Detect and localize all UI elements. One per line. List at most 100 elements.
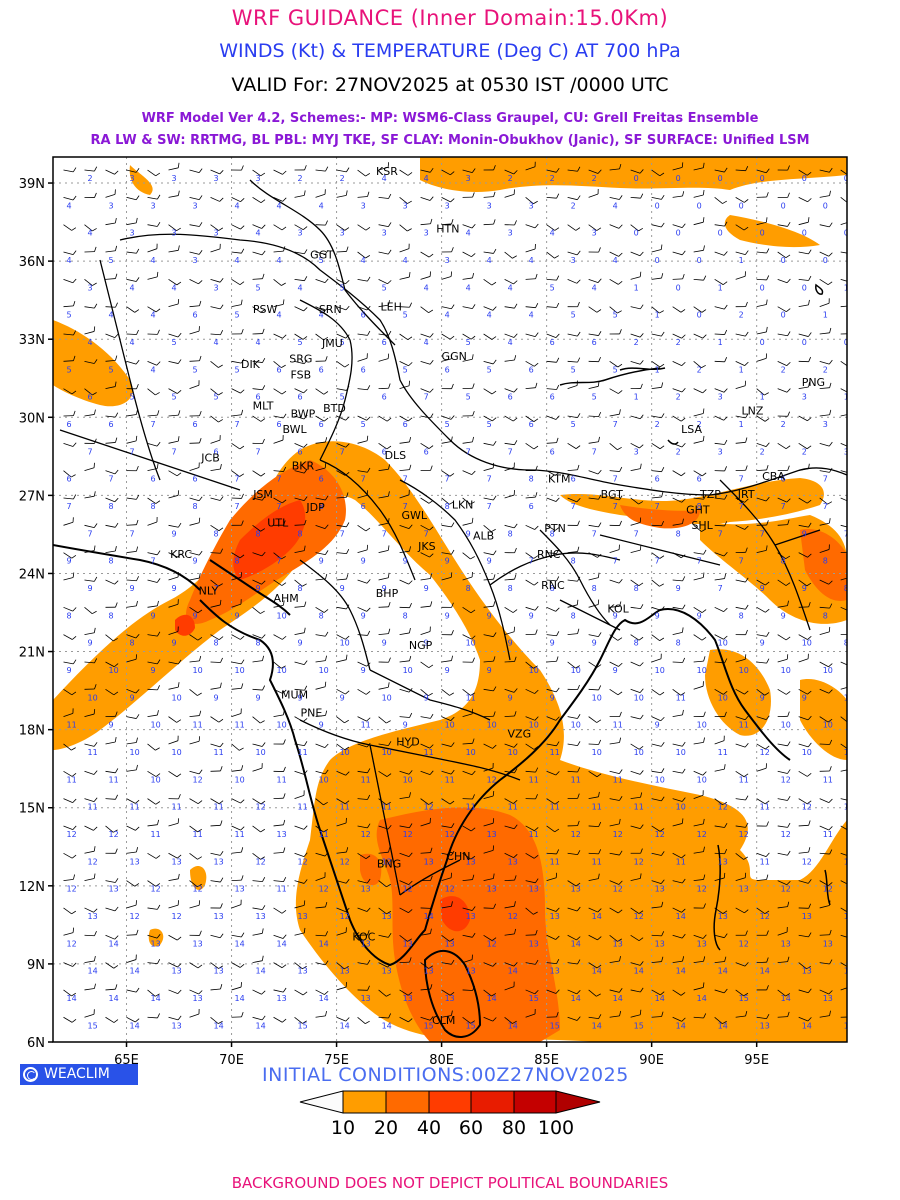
wind-barb <box>252 551 266 557</box>
wind-barb <box>483 219 496 226</box>
wind-speed-number: 13 <box>760 1021 770 1030</box>
wind-barb <box>273 388 287 395</box>
wind-barb <box>630 873 642 882</box>
wind-barb <box>357 630 371 636</box>
wind-barb: 11 <box>273 766 287 784</box>
wind-barb: 14 <box>693 982 707 1003</box>
wind-barb <box>840 251 847 254</box>
wind-barb <box>777 221 791 227</box>
wind-barb <box>588 494 602 500</box>
wind-barb: 4 <box>294 276 308 292</box>
wind-barb <box>168 490 180 499</box>
wind-barb <box>189 1008 200 1018</box>
wind-speed-number: 3 <box>340 229 345 238</box>
wind-speed-number: 4 <box>277 311 282 320</box>
wind-barb <box>105 381 117 390</box>
wind-barb <box>672 250 686 256</box>
wind-speed-number: 7 <box>424 529 429 538</box>
wind-barb <box>798 249 812 255</box>
wind-speed-number: 10 <box>844 748 854 757</box>
wind-barb <box>273 688 287 694</box>
wind-speed-number: 12 <box>802 857 812 866</box>
wind-barb: 14 <box>651 989 665 1003</box>
wind-speed-number: 7 <box>613 420 618 429</box>
wind-barb: 2 <box>693 361 706 374</box>
wind-barb <box>189 278 203 285</box>
wind-speed-number: 11 <box>235 830 245 839</box>
wind-barb: 9 <box>63 552 77 566</box>
wind-barb: 14 <box>840 1016 847 1030</box>
wind-barb <box>189 634 203 641</box>
wind-barb: 13 <box>210 851 224 866</box>
wind-barb <box>798 299 810 308</box>
wind-barb <box>210 820 223 827</box>
wind-barb <box>588 821 602 828</box>
wind-barb <box>210 361 223 368</box>
wind-barb: 13 <box>441 989 455 1003</box>
wind-barb: 10 <box>189 655 203 675</box>
wind-speed-number: 14 <box>151 994 161 1003</box>
wind-barb: 3 <box>147 194 161 210</box>
wind-speed-number: 11 <box>298 748 308 757</box>
wind-barb: 13 <box>168 962 182 976</box>
wind-barb <box>294 989 308 996</box>
wind-barb <box>735 907 749 914</box>
wind-speed-number: 13 <box>298 912 308 921</box>
wind-speed-number: 4 <box>277 201 282 210</box>
wind-barb: 0 <box>630 224 644 238</box>
wind-speed-number: 9 <box>109 721 114 730</box>
wind-speed-number: 14 <box>88 967 98 976</box>
wind-barb <box>189 962 203 969</box>
wind-speed-number: 5 <box>172 393 177 402</box>
wind-barb: 8 <box>315 606 329 620</box>
wind-barb <box>315 631 329 637</box>
wind-barb: 10 <box>504 743 518 757</box>
wind-barb: 13 <box>189 930 203 948</box>
wind-speed-number: 5 <box>193 365 198 374</box>
wind-speed-number: 9 <box>445 611 450 620</box>
station-label: HYD <box>396 735 419 748</box>
wind-barb <box>798 552 812 558</box>
wind-speed-number: 10 <box>319 775 329 784</box>
wind-barb <box>378 880 391 888</box>
wind-speed-number: 11 <box>739 775 749 784</box>
wind-speed-number: 12 <box>361 830 371 839</box>
wind-speed-number: 14 <box>592 1021 602 1030</box>
wind-barb: 7 <box>651 492 664 511</box>
wind-barb <box>420 360 434 365</box>
wind-barb: 2 <box>777 411 791 429</box>
wind-barb: 12 <box>504 901 518 921</box>
wind-barb <box>168 470 182 477</box>
wind-barb <box>168 873 180 882</box>
wind-barb: 12 <box>189 769 203 784</box>
wind-barb <box>546 872 558 882</box>
wind-barb: 14 <box>588 962 602 976</box>
wind-barb: 15 <box>294 1016 308 1030</box>
colorbar-bin-1 <box>342 1090 387 1114</box>
wind-barb <box>441 522 455 528</box>
wind-speed-number: 4 <box>508 283 513 292</box>
wind-speed-number: 6 <box>361 365 366 374</box>
wind-speed-number: 1 <box>823 311 828 320</box>
wind-barb <box>357 579 371 584</box>
wind-speed-number: 7 <box>592 447 597 456</box>
wind-barb: 2 <box>546 167 560 183</box>
wind-speed-number: 10 <box>235 775 245 784</box>
wind-barb <box>840 934 847 938</box>
wind-barb: 4 <box>504 278 518 292</box>
station-label: CHN <box>446 850 470 863</box>
wind-barb: 5 <box>357 415 371 429</box>
wind-barb <box>273 907 287 914</box>
wind-barb: 0 <box>777 306 791 320</box>
wind-speed-number: 8 <box>298 584 303 593</box>
wind-barb: 10 <box>588 685 602 702</box>
wind-barb: 13 <box>462 954 476 976</box>
wind-barb <box>273 847 286 854</box>
wind-barb: 14 <box>420 903 434 921</box>
wind-barb <box>819 626 831 636</box>
wind-barb: 11 <box>336 798 350 812</box>
wind-barb: 10 <box>378 682 392 702</box>
wind-speed-number: 10 <box>277 721 287 730</box>
wind-speed-number: 8 <box>67 611 72 620</box>
wind-speed-number: 8 <box>508 584 513 593</box>
